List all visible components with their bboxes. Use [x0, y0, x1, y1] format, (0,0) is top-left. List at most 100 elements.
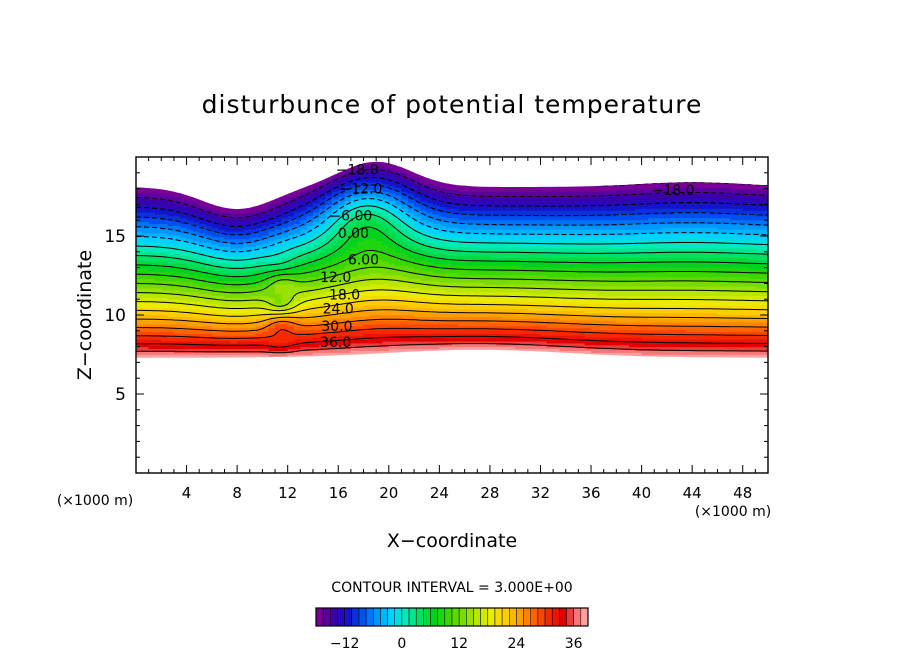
colorbar-cell	[509, 607, 517, 627]
contour-label: 0.00	[338, 226, 369, 242]
colorbar-cell	[458, 607, 467, 627]
axis-ticks	[136, 157, 768, 473]
colorbar-cell	[330, 607, 338, 627]
contour-line-12	[136, 266, 768, 294]
contour-label: 12.0	[320, 270, 351, 286]
contour-line-33	[136, 335, 768, 348]
colorbar-cell	[401, 607, 410, 627]
y-tick-labels: 5 10 15	[104, 227, 126, 405]
contour-line-36	[136, 343, 768, 354]
contour-line-21	[136, 299, 768, 317]
contour-line-9	[136, 249, 768, 286]
x-tick-label: 20	[379, 484, 398, 502]
contour-label: −18.0	[336, 163, 379, 179]
x-tick-label: 24	[430, 484, 449, 502]
contour-label: −18.0	[652, 183, 695, 199]
colorbar-cell	[466, 607, 474, 627]
contour-line-18	[136, 289, 768, 312]
contour-line-0	[136, 205, 768, 261]
colorbar-cell	[444, 607, 453, 627]
contour-line-15	[136, 278, 768, 307]
colorbar-cell	[380, 607, 388, 627]
colorbar-cell	[430, 607, 438, 627]
contour-line-30	[136, 327, 768, 339]
colorbar-cell	[387, 607, 395, 627]
colorbar-cell	[473, 607, 481, 627]
colorbar-cell	[566, 607, 574, 627]
colorbar-cell	[480, 607, 489, 627]
colorbar-cell	[415, 607, 424, 627]
x-tick-label: 16	[329, 484, 348, 502]
x-tick-label: 4	[182, 484, 192, 502]
y-tick-label: 10	[104, 306, 126, 326]
contour-label: 18.0	[329, 287, 360, 303]
colorbar-cell	[351, 607, 360, 627]
colorbar-tick-label: 0	[397, 636, 406, 652]
contour-line-24	[136, 309, 768, 325]
x-tick-label: 40	[632, 484, 651, 502]
colorbar-cell	[494, 607, 503, 627]
x-axis-label: X−coordinate	[387, 530, 517, 552]
colorbar-cell	[559, 607, 567, 627]
colorbar-cell	[344, 607, 353, 627]
x-tick-label: 44	[683, 484, 702, 502]
contour-label: 30.0	[321, 319, 352, 335]
colorbar-cell	[523, 607, 531, 627]
colorbar-tick-label: −12	[330, 636, 360, 652]
x-tick-label: 8	[232, 484, 242, 502]
colorbar-cell	[365, 607, 374, 627]
contour-label: −6.00	[329, 208, 372, 224]
colorbar-tick-label: 24	[508, 636, 526, 652]
contour-label: −12.0	[340, 182, 383, 198]
contour-label: 36.0	[320, 335, 351, 351]
y-axis-label: Z−coordinate	[74, 250, 96, 380]
colorbar-cell	[516, 607, 524, 627]
contour-line-27	[136, 318, 768, 332]
colorbar-tick-label: 36	[565, 636, 583, 652]
x-tick-labels: 4 8 12 16 20 24 28 32 36 40 44 48	[182, 484, 752, 502]
x-tick-label: 32	[531, 484, 550, 502]
colorbar-cell	[551, 607, 560, 627]
contour-label: 24.0	[323, 302, 354, 318]
y-tick-label: 5	[115, 385, 126, 405]
x-tick-label: 28	[480, 484, 499, 502]
colorbar-cell	[408, 607, 417, 627]
contour-lines	[136, 168, 768, 354]
contour-line-neg15	[136, 168, 768, 219]
colorbar-cell	[423, 607, 431, 627]
colorbar-cell	[315, 607, 324, 627]
colorbar-cell	[487, 607, 496, 627]
colorbar-tick-label: 12	[450, 636, 468, 652]
colorbar-cell	[322, 607, 331, 627]
colorbar-cell	[580, 607, 589, 627]
y-tick-label: 15	[104, 227, 126, 247]
colorbar-cell	[530, 607, 539, 627]
contour-line-6	[136, 226, 768, 278]
chart-title: disturbunce of potential temperature	[202, 90, 703, 119]
colorbar-cell	[501, 607, 510, 627]
contour-line-neg6	[136, 191, 768, 244]
colorbar-cell	[573, 607, 582, 627]
contour-line-3	[136, 213, 768, 269]
x-tick-label: 12	[278, 484, 297, 502]
x-unit-right: (×1000 m)	[695, 504, 771, 520]
colorbar-cell	[537, 607, 546, 627]
x-unit-left: (×1000 m)	[57, 493, 133, 509]
colorbar	[315, 607, 589, 627]
x-tick-label: 36	[581, 484, 600, 502]
contour-line-neg3	[136, 198, 768, 253]
contour-interval-text: CONTOUR INTERVAL = 3.000E+00	[331, 580, 572, 596]
colorbar-cell	[437, 607, 446, 627]
contour-line-neg12	[136, 177, 768, 227]
contour-label: 6.00	[348, 253, 379, 269]
colorbar-cell	[358, 607, 367, 627]
contour-line-neg9	[136, 184, 768, 236]
colorbar-cell	[544, 607, 553, 627]
colorbar-cell	[373, 607, 381, 627]
contour-labels: −18.0 −12.0 −6.00 0.00 6.0012.018.024.030.03…	[320, 163, 695, 351]
colorbar-cell	[337, 607, 345, 627]
colorbar-cell	[451, 607, 460, 627]
x-tick-label: 48	[733, 484, 752, 502]
colorbar-cell	[394, 607, 403, 627]
